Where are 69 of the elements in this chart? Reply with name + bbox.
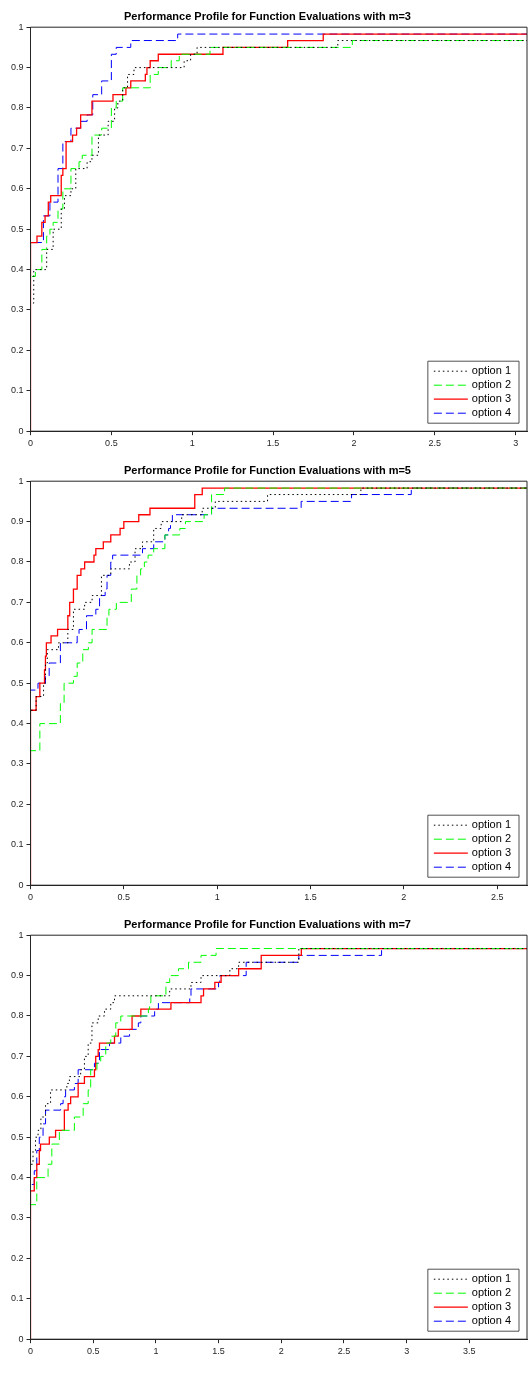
x-tick-label: 0 — [28, 438, 34, 449]
y-tick-label: 0 — [18, 425, 24, 436]
y-tick-label: 0.1 — [11, 1293, 24, 1304]
y-tick-label: 1 — [18, 475, 24, 486]
x-tick-label: 1 — [153, 1346, 159, 1357]
x-tick-label: 1.5 — [266, 438, 280, 449]
y-tick-label: 0.7 — [11, 596, 24, 607]
y-tick-label: 0.8 — [11, 1010, 24, 1021]
x-tick-label: 3 — [513, 438, 519, 449]
legend-label: option 1 — [471, 364, 512, 377]
x-tick-label: 2 — [351, 438, 357, 449]
legend-label: option 1 — [471, 1272, 512, 1285]
legend-label: option 2 — [471, 1286, 512, 1299]
x-tick-label: 0.5 — [105, 438, 118, 449]
y-tick-label: 0.6 — [11, 1091, 24, 1102]
chart-title: Performance Profile for Function Evaluations with m=5 — [124, 463, 411, 476]
legend-label: option 3 — [471, 1300, 512, 1313]
y-tick-label: 0.7 — [11, 1050, 24, 1061]
y-tick-label: 0.5 — [11, 223, 24, 234]
x-tick-label: 1 — [214, 892, 220, 903]
x-tick-label: 1.5 — [304, 892, 317, 903]
x-tick-label: 0.5 — [86, 1346, 100, 1357]
y-tick-label: 0.9 — [11, 62, 24, 73]
x-tick-label: 1.5 — [212, 1346, 225, 1357]
legend-label: option 4 — [471, 860, 512, 873]
y-tick-label: 0.2 — [11, 798, 24, 809]
x-tick-label: 3.5 — [463, 1346, 476, 1357]
y-tick-label: 1 — [18, 929, 24, 940]
y-tick-label: 1 — [18, 21, 24, 32]
legend-label: option 4 — [471, 406, 512, 419]
y-tick-label: 0.3 — [11, 1212, 24, 1223]
chart-title: Performance Profile for Function Evaluations with m=3 — [124, 9, 411, 22]
legend-label: option 4 — [471, 1314, 512, 1327]
x-tick-label: 2.5 — [337, 1346, 351, 1357]
y-tick-label: 0.1 — [11, 385, 24, 396]
y-tick-label: 0.5 — [11, 1131, 24, 1142]
y-tick-label: 0.5 — [11, 677, 24, 688]
legend-label: option 3 — [471, 846, 512, 859]
x-tick-label: 2.5 — [490, 892, 504, 903]
y-tick-label: 0.4 — [11, 264, 24, 275]
x-tick-label: 0 — [28, 892, 34, 903]
x-tick-label: 0.5 — [117, 892, 131, 903]
y-tick-label: 0 — [18, 879, 24, 890]
y-tick-label: 0.8 — [11, 556, 24, 567]
legend-label: option 2 — [471, 378, 512, 391]
y-tick-label: 0.8 — [11, 102, 24, 113]
x-tick-label: 2.5 — [428, 438, 442, 449]
y-tick-label: 0.9 — [11, 516, 24, 527]
y-tick-label: 0.6 — [11, 183, 24, 194]
y-tick-label: 0.7 — [11, 142, 24, 153]
legend-label: option 3 — [471, 392, 512, 405]
x-tick-label: 3 — [404, 1346, 410, 1357]
chart-title: Performance Profile for Function Evaluations with m=7 — [124, 917, 411, 930]
y-tick-label: 0.3 — [11, 304, 24, 315]
y-tick-label: 0.2 — [11, 344, 24, 355]
y-tick-label: 0.1 — [11, 839, 24, 850]
x-tick-label: 0 — [28, 1346, 34, 1357]
legend-label: option 1 — [471, 818, 512, 831]
x-tick-label: 1 — [189, 438, 195, 449]
x-tick-label: 2 — [278, 1346, 284, 1357]
y-tick-label: 0.4 — [11, 1172, 24, 1183]
y-tick-label: 0.2 — [11, 1252, 24, 1263]
y-tick-label: 0.6 — [11, 637, 24, 648]
x-tick-label: 2 — [401, 892, 407, 903]
y-tick-label: 0 — [18, 1333, 24, 1344]
y-tick-label: 0.9 — [11, 970, 24, 981]
y-tick-label: 0.3 — [11, 758, 24, 769]
y-tick-label: 0.4 — [11, 718, 24, 729]
legend-label: option 2 — [471, 832, 512, 845]
